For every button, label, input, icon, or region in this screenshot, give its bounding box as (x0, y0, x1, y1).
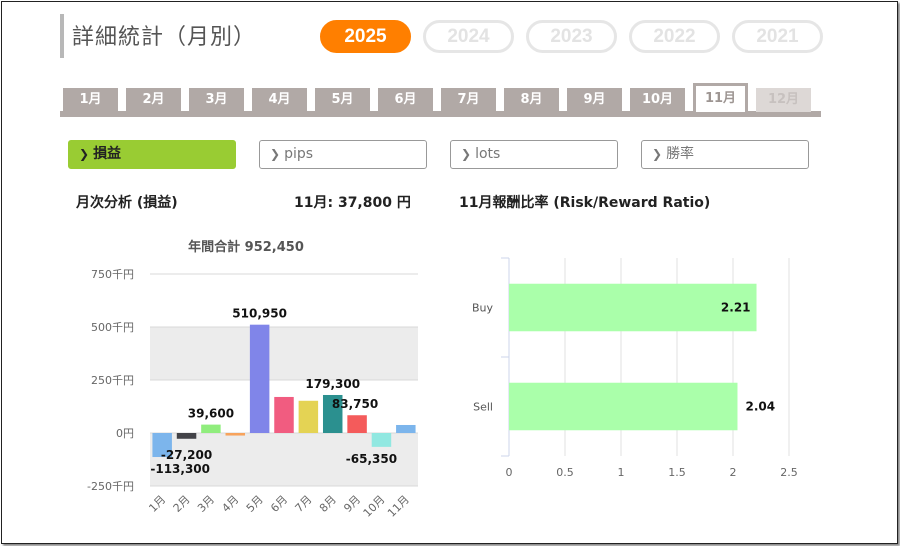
bar-9 (347, 415, 367, 433)
bar-1 (152, 433, 172, 458)
data-label: 510,950 (232, 307, 287, 321)
year-button-2021[interactable]: 2021 (732, 20, 823, 53)
bar-10 (371, 433, 392, 447)
y-tick-label: 250千円 (91, 374, 134, 387)
year-selector: 2025 2024 2023 2022 2021 (320, 20, 823, 53)
month-tabs: 1月 2月 3月 4月 5月 6月 7月 8月 9月 10月 11月 12月 (63, 83, 811, 112)
x-tick-label: 2月 (171, 493, 193, 515)
chart-title: 年間合計 952,450 (188, 239, 304, 255)
metric-button-pips[interactable]: ❯ pips (259, 140, 427, 169)
metric-button-lots[interactable]: ❯ lots (450, 140, 618, 169)
x-tick-label: 5月 (244, 493, 266, 515)
x-tick-label: 1 (618, 466, 625, 479)
tab-month-2[interactable]: 2月 (126, 88, 181, 112)
data-label: -113,300 (150, 462, 210, 476)
tab-month-5[interactable]: 5月 (315, 88, 370, 112)
page-title: 詳細統計（月別） (72, 25, 257, 50)
x-tick-label: 0 (506, 466, 513, 479)
metric-label: 損益 (93, 146, 122, 162)
chevron-right-icon: ❯ (270, 147, 281, 161)
plot-band (150, 327, 418, 380)
x-tick-label: 9月 (341, 493, 363, 515)
metric-button-winrate[interactable]: ❯ 勝率 (641, 140, 809, 169)
y-tick-label: -250千円 (87, 480, 134, 493)
metric-label: 勝率 (666, 146, 695, 162)
tab-month-9[interactable]: 9月 (567, 88, 622, 112)
title-accent-bar (60, 14, 64, 58)
rr-bar-buy (509, 283, 757, 332)
data-label: 2.04 (745, 400, 775, 414)
tab-month-10[interactable]: 10月 (630, 88, 685, 112)
y-tick-label: 750千円 (91, 268, 134, 281)
year-button-2025[interactable]: 2025 (320, 20, 411, 53)
tab-month-6[interactable]: 6月 (378, 88, 433, 112)
chevron-right-icon: ❯ (79, 147, 90, 161)
tab-month-8[interactable]: 8月 (504, 88, 559, 112)
data-label: 179,300 (305, 377, 360, 391)
monthly-profit-chart: 年間合計 952,450 750千円 500千円 250千円 0円 -250千円 1月 -11… (87, 239, 418, 520)
y-tick-label: Sell (473, 401, 493, 414)
chevron-right-icon: ❯ (652, 147, 663, 161)
x-tick-label: 1.5 (668, 466, 686, 479)
bar-3 (201, 424, 221, 433)
data-label: -65,350 (346, 452, 397, 466)
tab-month-3[interactable]: 3月 (189, 88, 244, 112)
data-label: 2.21 (721, 301, 751, 315)
tab-month-4[interactable]: 4月 (252, 88, 307, 112)
bar-5 (249, 324, 270, 433)
metric-label: lots (475, 146, 501, 162)
y-tick-label: Buy (472, 302, 494, 315)
tab-month-7[interactable]: 7月 (441, 88, 496, 112)
y-tick-label: 0円 (116, 427, 134, 440)
x-tick-label: 11月 (385, 493, 412, 520)
year-button-2022[interactable]: 2022 (629, 20, 720, 53)
year-button-2023[interactable]: 2023 (526, 20, 617, 53)
risk-reward-chart: 0 0.5 1 1.5 2 2.5 Buy 2.21 Sell 2.04 (472, 257, 798, 479)
metric-label: pips (284, 146, 314, 162)
monthly-analysis-label: 月次分析 (損益) (76, 195, 178, 211)
x-tick-label: 0.5 (556, 466, 574, 479)
bar-6 (274, 396, 294, 433)
x-tick-label: 6月 (268, 493, 290, 515)
tab-month-11[interactable]: 11月 (693, 83, 748, 112)
x-tick-label: 2 (730, 466, 737, 479)
x-tick-label: 3月 (195, 493, 217, 515)
bar-2 (176, 433, 197, 439)
tab-month-12[interactable]: 12月 (756, 88, 811, 112)
month-total-value: 11月: 37,800 円 (294, 195, 411, 211)
chevron-right-icon: ❯ (461, 147, 472, 161)
x-tick-label: 4月 (219, 493, 241, 515)
bar-4 (225, 433, 246, 436)
bar-8 (322, 394, 343, 433)
bar-7 (298, 400, 319, 433)
year-button-2024[interactable]: 2024 (423, 20, 514, 53)
tab-month-1[interactable]: 1月 (63, 88, 118, 112)
x-tick-label: 8月 (317, 493, 339, 515)
data-label: 83,750 (332, 397, 378, 411)
y-tick-label: 500千円 (91, 321, 134, 334)
metric-selector: ❯ 損益 ❯ pips ❯ lots ❯ 勝率 (68, 140, 809, 169)
metric-button-profit[interactable]: ❯ 損益 (68, 140, 236, 169)
x-tick-label: 1月 (146, 493, 168, 515)
data-label: 39,600 (188, 407, 234, 421)
month-tabs-baseline (60, 111, 821, 117)
rr-bar-sell (509, 382, 738, 431)
x-tick-label: 10月 (361, 493, 388, 520)
data-label: -27,200 (161, 448, 212, 462)
x-tick-label: 7月 (293, 493, 315, 515)
bar-11 (396, 424, 416, 433)
rr-ratio-title: 11月報酬比率 (Risk/Reward Ratio) (459, 195, 711, 211)
x-tick-label: 2.5 (780, 466, 798, 479)
